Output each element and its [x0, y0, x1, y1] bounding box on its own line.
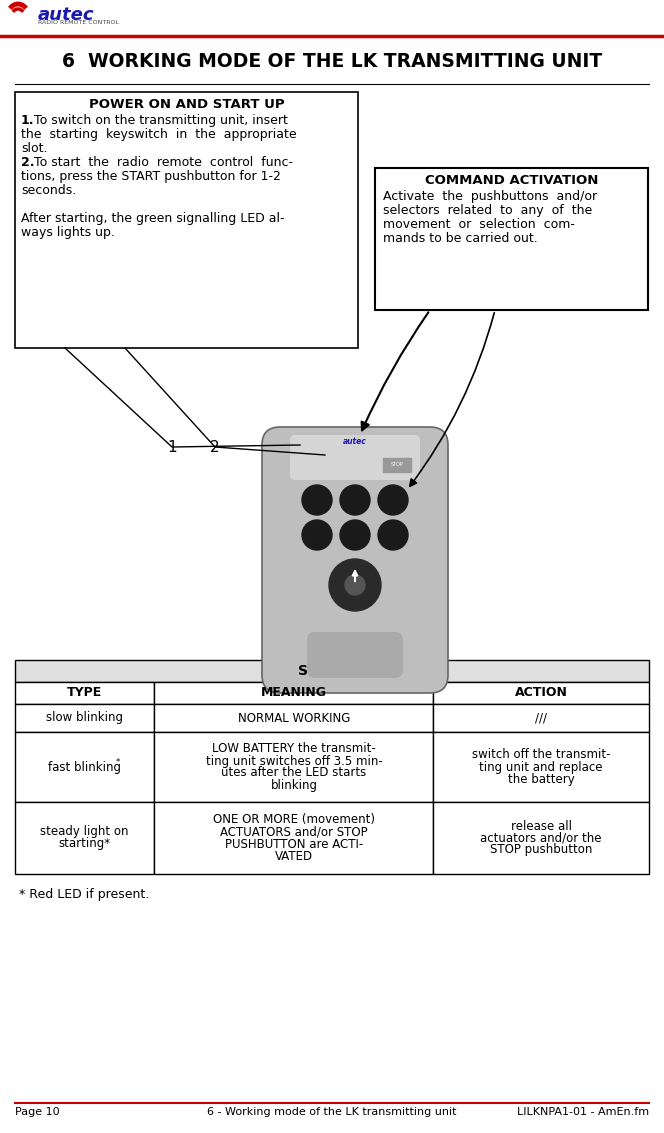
Text: the  starting  keyswitch  in  the  appropriate: the starting keyswitch in the appropriat… [21, 128, 297, 140]
Text: utes after the LED starts: utes after the LED starts [221, 767, 367, 780]
Text: 6 - Working mode of the LK transmitting unit: 6 - Working mode of the LK transmitting … [207, 1107, 457, 1117]
Circle shape [340, 520, 370, 550]
Text: autec: autec [343, 437, 367, 446]
Text: slot.: slot. [21, 142, 48, 155]
Bar [155, 704, 434, 732]
Text: starting*: starting* [58, 837, 111, 851]
Text: blinking: blinking [270, 778, 317, 792]
Text: RADIO REMOTE CONTROL: RADIO REMOTE CONTROL [38, 20, 119, 25]
Text: steady light on: steady light on [41, 826, 129, 838]
Text: TYPE: TYPE [67, 687, 102, 699]
Text: ting unit switches off 3.5 min-: ting unit switches off 3.5 min- [206, 755, 382, 767]
Text: 1.: 1. [21, 114, 35, 127]
Bar [155, 732, 434, 802]
Text: SIGNALS: SIGNALS [298, 664, 366, 678]
Bar [434, 732, 649, 802]
Circle shape [340, 485, 370, 516]
Circle shape [329, 559, 381, 611]
FancyBboxPatch shape [290, 435, 420, 480]
Bar [434, 802, 649, 874]
Bar [434, 682, 649, 704]
Bar [15, 682, 155, 704]
Circle shape [378, 485, 408, 516]
FancyBboxPatch shape [262, 427, 448, 693]
Text: Activate  the  pushbuttons  and/or: Activate the pushbuttons and/or [383, 190, 597, 203]
Bar [15, 802, 155, 874]
Text: Page 10: Page 10 [15, 1107, 60, 1117]
Text: PUSHBUTTON are ACTI-: PUSHBUTTON are ACTI- [225, 837, 363, 851]
Bar [155, 682, 434, 704]
Text: STOP pushbutton: STOP pushbutton [490, 843, 592, 857]
Text: ting unit and replace: ting unit and replace [479, 760, 603, 774]
Text: ways lights up.: ways lights up. [21, 225, 115, 239]
Text: ACTION: ACTION [515, 687, 568, 699]
Text: ///: /// [535, 712, 547, 724]
Bar [434, 704, 649, 732]
Text: To switch on the transmitting unit, insert: To switch on the transmitting unit, inse… [34, 114, 288, 127]
Circle shape [378, 520, 408, 550]
Text: * Red LED if present.: * Red LED if present. [19, 888, 149, 901]
Text: MEANING: MEANING [261, 687, 327, 699]
Text: NORMAL WORKING: NORMAL WORKING [238, 712, 350, 724]
Text: slow blinking: slow blinking [46, 712, 124, 724]
Bar [15, 92, 358, 348]
Text: release all: release all [511, 819, 572, 833]
Text: actuators and/or the: actuators and/or the [481, 832, 602, 844]
Text: After starting, the green signalling LED al-: After starting, the green signalling LED… [21, 212, 284, 225]
Text: LOW BATTERY the transmit-: LOW BATTERY the transmit- [212, 742, 376, 756]
Text: mands to be carried out.: mands to be carried out. [383, 232, 538, 245]
Text: 1: 1 [167, 440, 177, 454]
Text: seconds.: seconds. [21, 184, 76, 197]
Text: selectors  related  to  any  of  the: selectors related to any of the [383, 204, 592, 218]
Text: the battery: the battery [508, 773, 574, 785]
Text: autec: autec [38, 6, 94, 24]
Bar [383, 458, 411, 472]
Bar [375, 168, 648, 310]
Bar [15, 661, 649, 682]
Text: switch off the transmit-: switch off the transmit- [472, 749, 610, 761]
Text: *: * [116, 758, 120, 767]
Circle shape [302, 485, 332, 516]
FancyBboxPatch shape [307, 632, 403, 678]
Bar [15, 704, 155, 732]
Circle shape [302, 520, 332, 550]
Circle shape [345, 576, 365, 595]
Text: tions, press the START pushbutton for 1-2: tions, press the START pushbutton for 1-… [21, 170, 281, 184]
Text: POWER ON AND START UP: POWER ON AND START UP [89, 97, 284, 111]
Text: STOP: STOP [390, 462, 403, 468]
Bar [155, 802, 434, 874]
Text: ACTUATORS and/or STOP: ACTUATORS and/or STOP [220, 826, 368, 838]
Text: 2: 2 [210, 440, 220, 454]
Text: To start  the  radio  remote  control  func-: To start the radio remote control func- [34, 156, 293, 169]
Text: VATED: VATED [275, 850, 313, 862]
Text: COMMAND ACTIVATION: COMMAND ACTIVATION [425, 174, 598, 187]
Text: movement  or  selection  com-: movement or selection com- [383, 218, 575, 231]
Bar [15, 732, 155, 802]
Text: ONE OR MORE (movement): ONE OR MORE (movement) [213, 813, 375, 826]
Text: 6  WORKING MODE OF THE LK TRANSMITTING UNIT: 6 WORKING MODE OF THE LK TRANSMITTING UN… [62, 52, 602, 71]
Text: LILKNPA1-01 - AmEn.fm: LILKNPA1-01 - AmEn.fm [517, 1107, 649, 1117]
Text: 2.: 2. [21, 156, 35, 169]
Text: fast blinking: fast blinking [48, 760, 122, 774]
